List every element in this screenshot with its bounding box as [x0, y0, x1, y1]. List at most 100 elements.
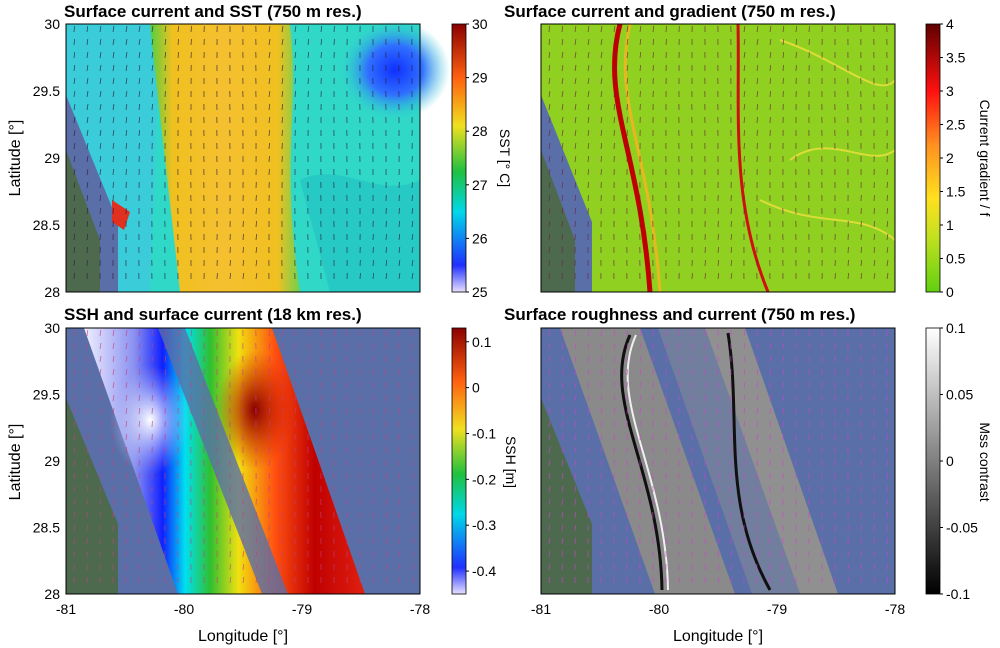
current-vector — [886, 233, 889, 241]
current-vector — [86, 233, 88, 241]
current-vector — [639, 329, 642, 337]
current-vector — [242, 259, 245, 267]
current-vector — [138, 381, 141, 389]
current-vector — [847, 563, 849, 571]
current-vector — [125, 64, 128, 72]
current-vector — [190, 25, 192, 33]
current-vector — [639, 342, 642, 350]
panel-ssh: SSH and surface current (18 km res.) Lat… — [7, 305, 519, 645]
current-vector — [613, 103, 616, 111]
current-vector — [574, 64, 577, 72]
current-vector — [73, 446, 76, 454]
current-vector — [873, 524, 876, 532]
current-vector — [268, 420, 271, 428]
current-vector — [307, 64, 309, 72]
current-vector — [385, 259, 388, 267]
current-vector — [112, 155, 115, 163]
colorbar-tick-label: 0 — [946, 284, 954, 300]
current-vector — [756, 355, 759, 363]
current-vector — [177, 25, 180, 33]
current-vector — [164, 77, 166, 85]
current-vector — [587, 368, 590, 376]
current-vector — [86, 446, 89, 454]
current-vector — [743, 407, 746, 415]
ssh-colorbar: 0.1 0 -0.1 -0.2 -0.3 -0.4 SSH [m] — [451, 327, 519, 595]
current-vector — [268, 433, 271, 441]
colorbar-tick-label: 28 — [472, 123, 488, 139]
current-vector — [886, 194, 889, 202]
current-vector — [99, 51, 102, 59]
colorbar-tick-label: 4 — [946, 16, 954, 32]
current-vector — [125, 446, 128, 454]
current-vector — [73, 524, 76, 532]
current-vector — [73, 129, 76, 137]
colorbar-tick-label: -0.1 — [472, 425, 496, 441]
current-vector — [99, 446, 102, 454]
current-vector — [574, 129, 577, 137]
current-vector — [99, 64, 102, 72]
current-vector — [294, 368, 297, 376]
current-vector — [873, 259, 876, 267]
current-vector — [281, 381, 284, 389]
current-vector — [587, 90, 590, 98]
current-vector — [112, 407, 115, 415]
current-vector — [873, 207, 875, 215]
current-vector — [717, 272, 720, 280]
current-vector — [151, 329, 154, 337]
current-vector — [255, 537, 258, 545]
current-vector — [411, 537, 414, 545]
current-vector — [548, 116, 551, 124]
current-vector — [99, 77, 102, 85]
current-vector — [574, 394, 577, 402]
current-vector — [281, 355, 284, 363]
current-vector — [561, 51, 564, 59]
current-vector — [307, 25, 310, 33]
current-vector — [73, 25, 75, 33]
current-vector — [548, 446, 551, 454]
roughness-swath-mid — [658, 328, 800, 594]
current-vector — [320, 329, 323, 337]
current-vector — [730, 220, 732, 228]
colorbar-tick-label: 27 — [472, 177, 488, 193]
current-vector — [125, 103, 128, 111]
colorbar-tick-label: 26 — [472, 230, 488, 246]
gradient-colorbar-ticks: 0 0.5 1 1.5 2 2.5 3 3.5 4 — [940, 16, 966, 300]
current-vector — [73, 329, 75, 337]
current-vector — [743, 25, 746, 33]
current-vector — [795, 342, 797, 350]
current-vector — [548, 550, 551, 558]
current-vector — [587, 329, 590, 337]
current-vector — [626, 103, 628, 111]
current-vector — [587, 142, 590, 150]
current-vector — [99, 194, 102, 202]
current-vector — [99, 355, 102, 363]
current-vector — [561, 381, 564, 389]
current-vector — [138, 64, 141, 72]
current-vector — [99, 25, 102, 33]
current-vector — [385, 550, 388, 558]
current-vector — [372, 576, 375, 584]
current-vector — [307, 51, 310, 59]
current-vector — [886, 511, 889, 519]
current-vector — [587, 38, 590, 46]
current-vector — [574, 498, 577, 506]
current-vector — [574, 207, 576, 215]
current-vector — [112, 433, 115, 441]
current-vector — [177, 342, 180, 350]
current-vector — [574, 25, 577, 33]
current-vector — [307, 368, 309, 376]
current-vector — [873, 233, 876, 241]
current-vector — [99, 90, 102, 98]
sst-colorbar-bar — [451, 23, 467, 293]
current-vector — [756, 368, 759, 376]
current-vector — [86, 355, 89, 363]
roughness-swath-east — [705, 328, 838, 594]
current-vector — [613, 355, 616, 363]
current-vector — [385, 576, 388, 584]
current-vector — [73, 407, 76, 415]
current-vector — [548, 129, 551, 137]
current-vector — [574, 51, 577, 59]
roughness-colorbar-ticks: 0.1 0.05 0 -0.05 -0.1 — [940, 320, 978, 602]
current-vector — [112, 394, 115, 402]
current-vector — [73, 51, 76, 59]
